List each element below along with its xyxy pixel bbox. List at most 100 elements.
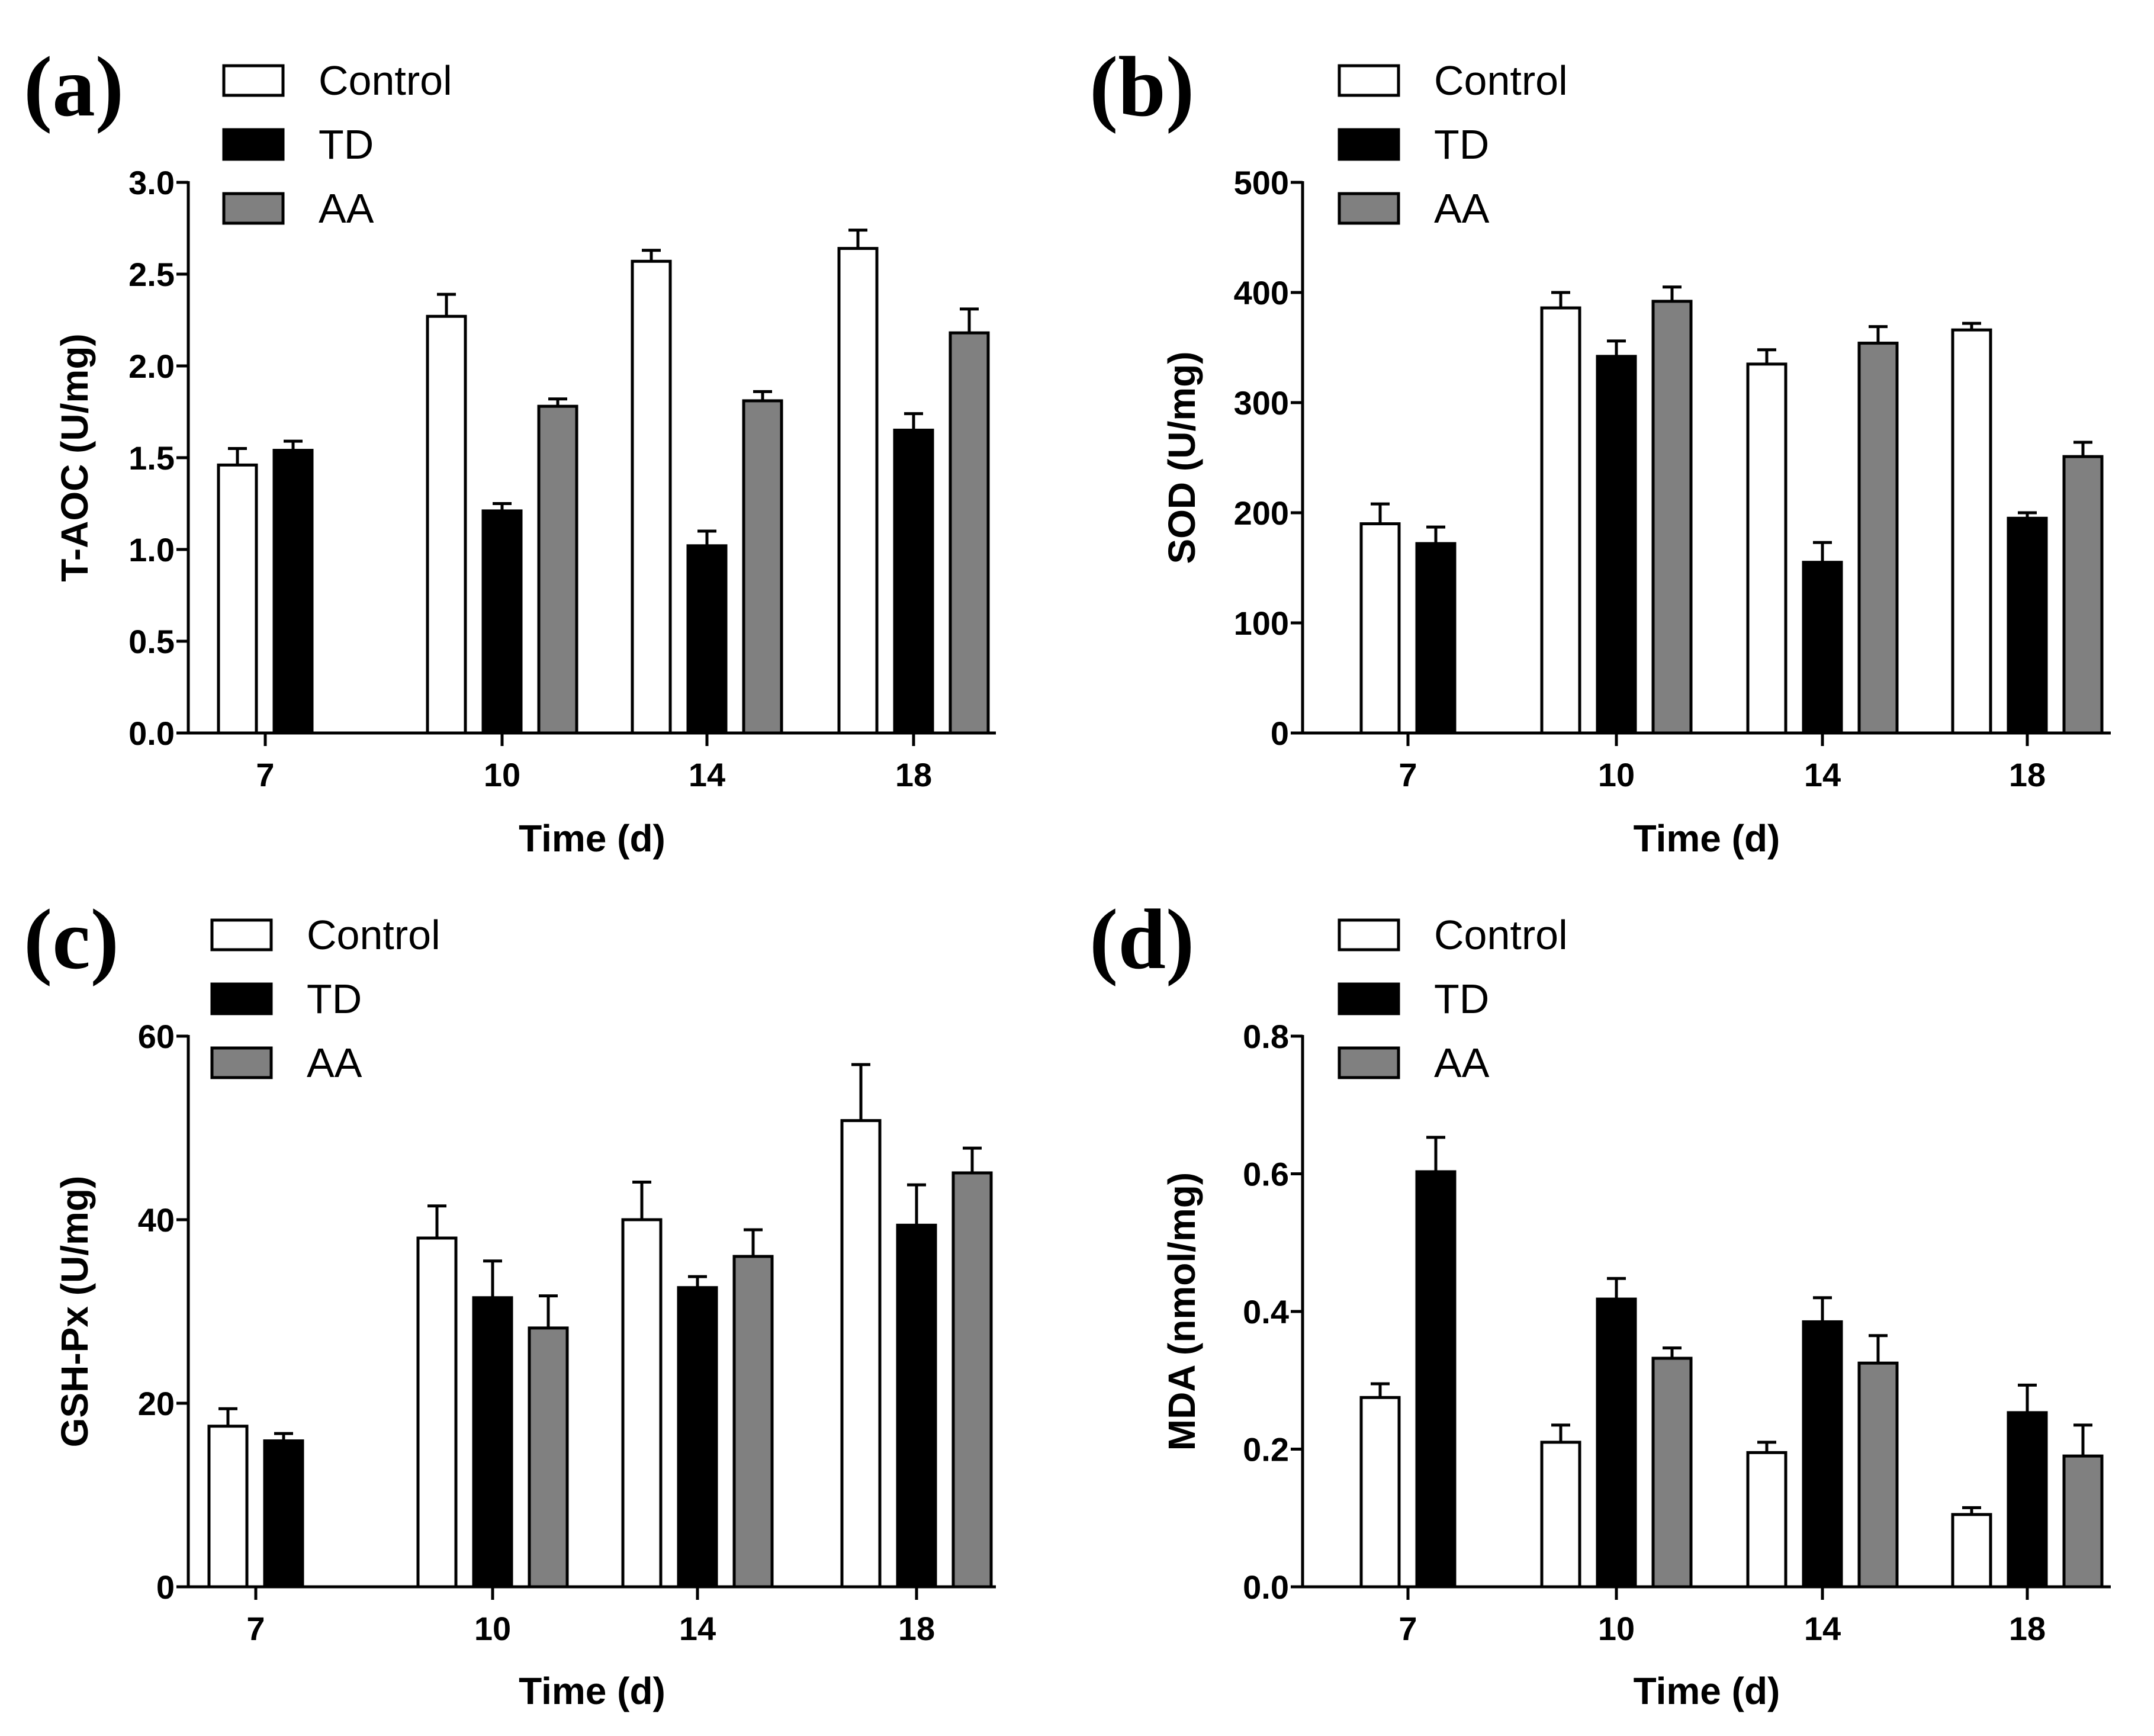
panel-b-bar-control-14 <box>1746 362 1788 735</box>
panel-a-bar-control-14 <box>631 259 672 735</box>
panel-c-legend-label-td: TD <box>307 976 362 1022</box>
panel-a-bar-control-7 <box>217 463 258 735</box>
panel-b-y-tick-label: 400 <box>1234 274 1289 311</box>
panel-a-bar-td-7 <box>272 449 314 735</box>
panel-b-legend-swatch-control <box>1338 64 1400 97</box>
panel-b-bar-td-7 <box>1415 542 1457 735</box>
panel-c: (c) 0 20 40 60 7 10 14 18 Time (d) GSH-Px (U/mg) Co… <box>24 892 996 1712</box>
panel-a-bar-td-18 <box>893 429 934 735</box>
panel-b-legend-swatch-aa <box>1338 192 1400 225</box>
panel-a-x-tick-label: 7 <box>256 756 274 793</box>
panel-b-bar-td-14 <box>1802 561 1843 735</box>
panel-d: (d) 0.0 0.2 0.4 0.6 0.8 7 10 14 18 Time (d) MDA (nm… <box>1089 892 2111 1712</box>
panel-a-x-tick-label: 18 <box>895 756 932 793</box>
panel-a-bar-td-10 <box>481 509 523 735</box>
panel-c-bar-control-7 <box>207 1425 249 1589</box>
panel-a-legend: Control TD AA <box>222 57 452 232</box>
panel-b-bar-control-10 <box>1540 306 1581 735</box>
panel-c-x-tick-label: 10 <box>474 1610 511 1647</box>
panel-a-bar-td-14 <box>686 544 728 735</box>
panel-c-y-tick-label: 40 <box>138 1201 175 1239</box>
panel-b-legend-label-control: Control <box>1434 57 1568 104</box>
panel-c-label: (c) <box>24 892 119 987</box>
panel-a-bar-control-10 <box>426 314 467 735</box>
panel-a-bar-aa-18 <box>949 331 990 735</box>
panel-b-x-axis-title: Time (d) <box>1634 817 1780 860</box>
panel-c-y-tick-label: 0 <box>156 1568 175 1606</box>
panels: (a) 0.0 0.5 1.0 1.5 2.0 2.5 3.0 7 10 14 18 Time (d) T… <box>24 40 2111 1712</box>
panel-d-bar-td-10 <box>1596 1297 1637 1589</box>
panel-c-x-tick-label: 7 <box>246 1610 265 1647</box>
panel-a-legend-swatch-control <box>222 64 285 97</box>
panel-d-x-tick-label: 10 <box>1598 1610 1635 1647</box>
panel-c-bar-td-7 <box>263 1439 304 1589</box>
panel-b-y-tick-label: 200 <box>1234 494 1289 532</box>
panel-d-bar-control-14 <box>1746 1451 1788 1589</box>
panel-d-x-axis-title: Time (d) <box>1634 1670 1780 1712</box>
panel-d-legend-label-control: Control <box>1434 912 1568 958</box>
panel-d-y-tick-label: 0.8 <box>1243 1018 1289 1055</box>
panel-d-label: (d) <box>1089 892 1194 987</box>
panel-b-bar-control-7 <box>1359 522 1401 735</box>
panel-d-legend-label-aa: AA <box>1434 1040 1490 1086</box>
panel-c-y-tick-label: 20 <box>138 1385 175 1422</box>
panel-a-bar-aa-10 <box>537 404 578 735</box>
panel-a-y-tick-label: 0.5 <box>128 623 175 660</box>
panel-a-x-tick-label: 14 <box>689 756 725 793</box>
panel-d-legend-swatch-aa <box>1338 1046 1400 1079</box>
panel-c-legend-label-aa: AA <box>307 1040 362 1086</box>
panel-b-bar-td-10 <box>1596 355 1637 735</box>
panel-a-legend-label-td: TD <box>319 121 374 168</box>
panel-a-y-tick-label: 2.5 <box>128 256 175 293</box>
panel-d-y-tick-label: 0.0 <box>1243 1568 1289 1606</box>
panel-a-y-tick-label: 1.5 <box>128 439 175 477</box>
panel-a-x-tick-label: 10 <box>484 756 520 793</box>
panel-d-legend-swatch-control <box>1338 918 1400 951</box>
panel-b-bar-aa-14 <box>1857 342 1899 735</box>
panel-d-bar-td-7 <box>1415 1170 1457 1589</box>
panel-b-x-tick-label: 18 <box>2009 756 2046 793</box>
panel-a-y-tick-label: 1.0 <box>128 531 175 568</box>
panel-c-bar-control-18 <box>840 1119 882 1589</box>
panel-d-x-tick-label: 14 <box>1804 1610 1841 1647</box>
panel-b-legend: Control TD AA <box>1338 57 1568 232</box>
panel-a-bar-control-18 <box>837 247 879 735</box>
panel-d-bar-aa-14 <box>1857 1361 1899 1589</box>
panel-c-bar-td-14 <box>677 1286 718 1589</box>
panel-d-bar-control-18 <box>1951 1513 1992 1589</box>
panel-c-bar-td-10 <box>472 1296 513 1589</box>
panel-a-label: (a) <box>24 40 124 134</box>
panel-d-y-tick-label: 0.6 <box>1243 1156 1289 1193</box>
panel-c-x-tick-label: 14 <box>679 1610 716 1647</box>
panel-d-y-tick-label: 0.2 <box>1243 1431 1289 1468</box>
panel-d-x-tick-label: 18 <box>2009 1610 2046 1647</box>
panel-b: (b) 0 100 200 300 400 500 7 10 14 18 Time (d) SOD (U… <box>1089 40 2111 860</box>
panel-c-bar-control-14 <box>621 1218 663 1589</box>
panel-b-y-axis-title: SOD (U/mg) <box>1160 351 1203 564</box>
panel-c-legend-swatch-aa <box>210 1046 273 1079</box>
panel-b-x-tick-label: 10 <box>1598 756 1635 793</box>
panel-c-x-axis-title: Time (d) <box>519 1670 666 1712</box>
panel-b-bar-aa-10 <box>1651 300 1693 735</box>
panel-c-legend-swatch-td <box>210 982 273 1015</box>
panel-a-bar-aa-14 <box>742 399 783 735</box>
panel-c-legend-label-control: Control <box>307 912 441 958</box>
panel-a-legend-swatch-td <box>222 128 285 161</box>
panel-c-legend: Control TD AA <box>210 912 441 1086</box>
panel-b-y-tick-label: 300 <box>1234 384 1289 422</box>
panel-d-bar-control-7 <box>1359 1396 1401 1589</box>
panel-a: (a) 0.0 0.5 1.0 1.5 2.0 2.5 3.0 7 10 14 18 Time (d) T… <box>24 40 996 860</box>
panel-b-y-tick-label: 500 <box>1234 164 1289 201</box>
panel-d-bar-aa-10 <box>1651 1356 1693 1589</box>
panel-d-legend-swatch-td <box>1338 982 1400 1015</box>
panel-c-y-axis-title: GSH-Px (U/mg) <box>53 1176 96 1448</box>
panel-c-legend-swatch-control <box>210 918 273 951</box>
panel-d-legend: Control TD AA <box>1338 912 1568 1086</box>
panel-b-y-tick-label: 100 <box>1234 605 1289 642</box>
panel-d-bar-control-10 <box>1540 1441 1581 1589</box>
panel-b-x-tick-label: 7 <box>1399 756 1417 793</box>
panel-c-y-tick-label: 60 <box>138 1018 175 1055</box>
panel-d-x-tick-label: 7 <box>1399 1610 1417 1647</box>
